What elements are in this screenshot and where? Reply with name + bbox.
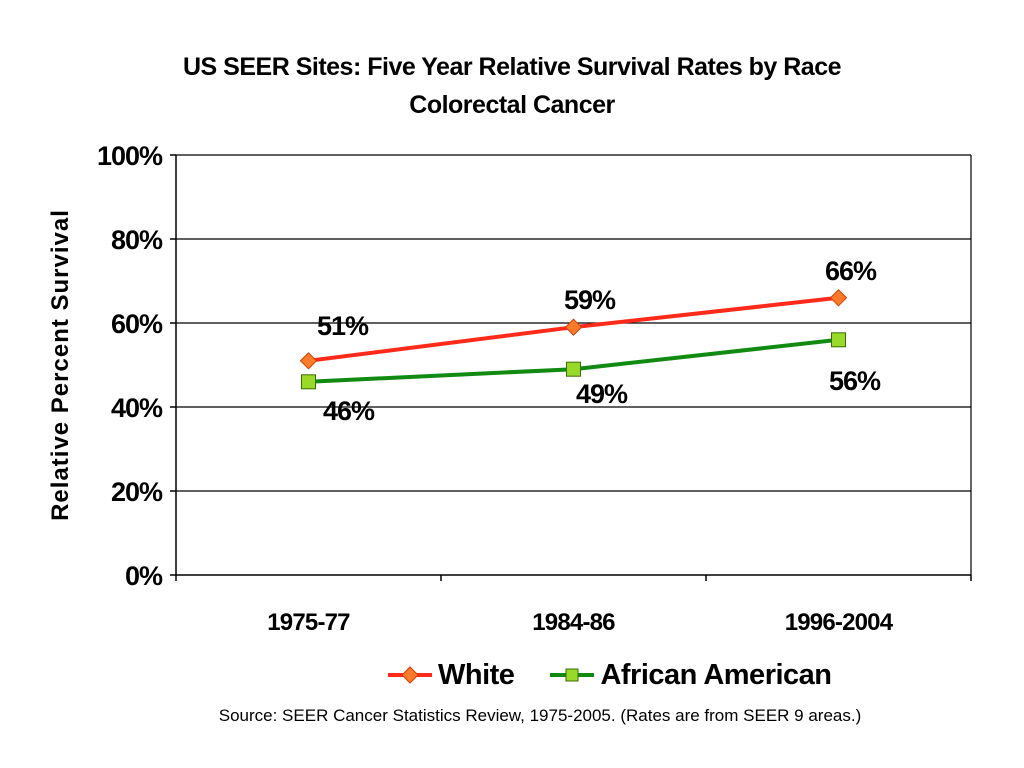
data-point-african-american bbox=[831, 332, 846, 348]
data-label: 66% bbox=[825, 256, 877, 286]
data-point-african-american bbox=[301, 374, 316, 390]
x-tick-label: 1984-86 bbox=[532, 609, 615, 636]
legend: White African American bbox=[388, 655, 868, 695]
legend-swatch-white bbox=[388, 666, 432, 684]
y-tick-label: 40% bbox=[111, 393, 163, 423]
data-label: 56% bbox=[829, 366, 881, 396]
legend-swatch-african-american bbox=[550, 668, 595, 682]
y-tick-label: 20% bbox=[111, 477, 163, 507]
chart-subtitle: Colorectal Cancer bbox=[409, 91, 615, 119]
y-tick-label: 100% bbox=[97, 141, 163, 171]
data-point-white bbox=[299, 352, 318, 370]
legend-item-white: White bbox=[388, 658, 515, 692]
chart-title: US SEER Sites: Five Year Relative Surviv… bbox=[183, 53, 842, 81]
legend-label-white: White bbox=[438, 658, 515, 691]
data-point-white bbox=[829, 289, 848, 307]
data-point-african-american bbox=[566, 361, 581, 377]
chart-title-block: US SEER Sites: Five Year Relative Surviv… bbox=[0, 48, 1024, 124]
data-label: 51% bbox=[317, 311, 369, 341]
data-label: 46% bbox=[323, 396, 375, 426]
data-point-white bbox=[564, 318, 583, 336]
y-tick-label: 60% bbox=[111, 309, 163, 339]
y-tick-label: 0% bbox=[125, 561, 163, 591]
x-tick-label: 1996-2004 bbox=[785, 609, 894, 636]
y-tick-label: 80% bbox=[111, 225, 163, 255]
source-note: Source: SEER Cancer Statistics Review, 1… bbox=[218, 706, 862, 725]
x-tick-label: 1975-77 bbox=[267, 609, 350, 636]
legend-label-african-american: African American bbox=[600, 658, 832, 691]
data-label: 49% bbox=[576, 379, 628, 409]
legend-item-african-american: African American bbox=[550, 658, 832, 692]
data-label: 59% bbox=[564, 285, 616, 315]
